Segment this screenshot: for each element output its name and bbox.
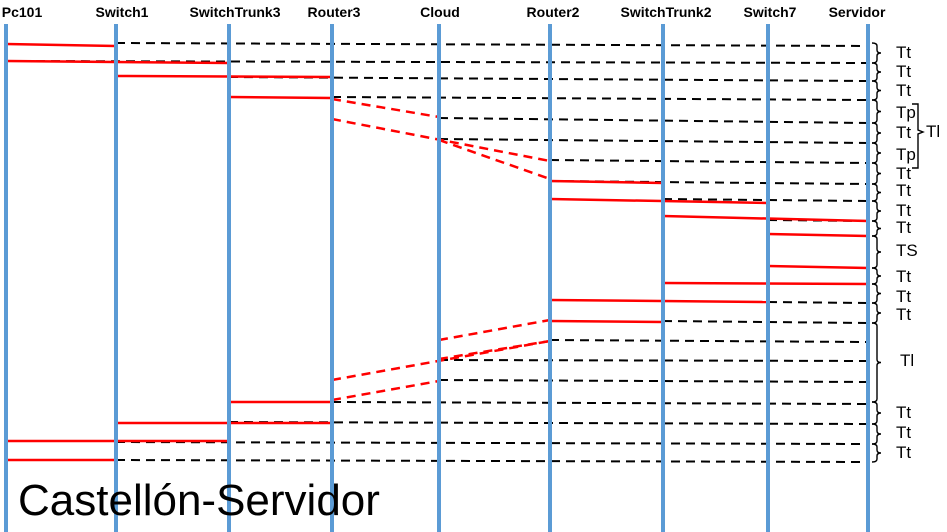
segment-label: Tt — [896, 287, 912, 306]
node-label-servidor: Servidor — [828, 4, 886, 20]
segment-brace — [871, 401, 882, 425]
segment-label: Tt — [896, 443, 912, 462]
group-brace — [912, 103, 925, 169]
segment-label: Tt — [896, 305, 912, 324]
segment-brace — [871, 443, 882, 463]
segment-brace — [871, 322, 882, 403]
segment-label: Tt — [896, 43, 912, 62]
segment-label: Tt — [896, 164, 912, 183]
node-label-switchtrunk3: SwitchTrunk3 — [189, 4, 281, 20]
return-dashed-line — [438, 138, 869, 144]
return-dashed-line — [549, 159, 869, 164]
segment-brace — [871, 42, 882, 64]
segment-brace — [871, 302, 882, 324]
segment-brace — [871, 162, 882, 185]
node-label-pc101: Pc101 — [1, 4, 43, 20]
segment-brace — [871, 122, 882, 144]
segment-label: Tt — [896, 181, 912, 200]
segment-label: Tp — [896, 103, 916, 122]
segment-label: Tt — [896, 423, 912, 442]
node-label-cloud: Cloud — [420, 4, 460, 20]
return-dashed-line — [438, 359, 869, 362]
node-label-switchtrunk2: SwitchTrunk2 — [620, 4, 712, 20]
message-line — [662, 281, 869, 286]
message-line — [5, 42, 117, 48]
message-dashed-line — [331, 97, 440, 119]
return-dashed-line — [549, 339, 869, 343]
return-dashed-line — [115, 459, 869, 463]
return-dashed-line — [438, 379, 869, 383]
segment-brace — [871, 142, 882, 164]
message-line — [662, 214, 869, 223]
return-dashed-line — [331, 401, 869, 405]
diagram-title: Castellón-Servidor — [18, 476, 380, 525]
message-dashed-line — [438, 318, 551, 342]
segment-label: Tp — [896, 145, 916, 164]
node-label-router2: Router2 — [526, 4, 580, 20]
group-label: Tl — [926, 122, 941, 141]
return-dashed-line — [438, 117, 869, 124]
node-label-switch1: Switch1 — [95, 4, 149, 20]
segment-brace — [871, 62, 882, 82]
segment-label: Tt — [896, 123, 912, 142]
segment-brace — [871, 99, 882, 124]
segment-brace — [871, 423, 882, 445]
return-dashed-line — [331, 96, 869, 101]
segment-brace — [871, 183, 882, 202]
message-line — [549, 179, 664, 185]
return-dashed-line — [662, 198, 869, 202]
node-label-router3: Router3 — [307, 4, 361, 20]
message-dashed-line — [331, 379, 440, 402]
message-line — [549, 197, 769, 205]
segment-label: Tt — [896, 218, 912, 237]
segment-label: Tt — [896, 62, 912, 81]
segment-brace — [871, 80, 882, 101]
segment-brace — [871, 235, 882, 269]
segment-label: Tt — [896, 403, 912, 422]
message-line — [767, 232, 869, 238]
segment-label: Tt — [896, 201, 912, 220]
message-line — [549, 319, 664, 324]
message-line — [228, 95, 333, 100]
segment-brace — [871, 283, 882, 304]
segment-brace — [871, 200, 882, 222]
segment-brace — [871, 220, 882, 237]
segment-label: Tt — [896, 81, 912, 100]
message-line — [767, 264, 869, 270]
message-line — [549, 298, 769, 304]
message-dashed-line — [438, 138, 551, 181]
segment-label: Tl — [900, 351, 915, 370]
node-label-switch7: Switch7 — [743, 4, 797, 20]
return-dashed-line — [115, 42, 869, 47]
return-dashed-line — [662, 320, 869, 324]
message-line — [115, 74, 333, 79]
segment-brace — [871, 267, 882, 285]
segment-label: TS — [896, 241, 918, 260]
return-dashed-line — [767, 301, 869, 304]
segment-label: Tt — [896, 267, 912, 286]
return-dashed-line — [115, 441, 869, 445]
